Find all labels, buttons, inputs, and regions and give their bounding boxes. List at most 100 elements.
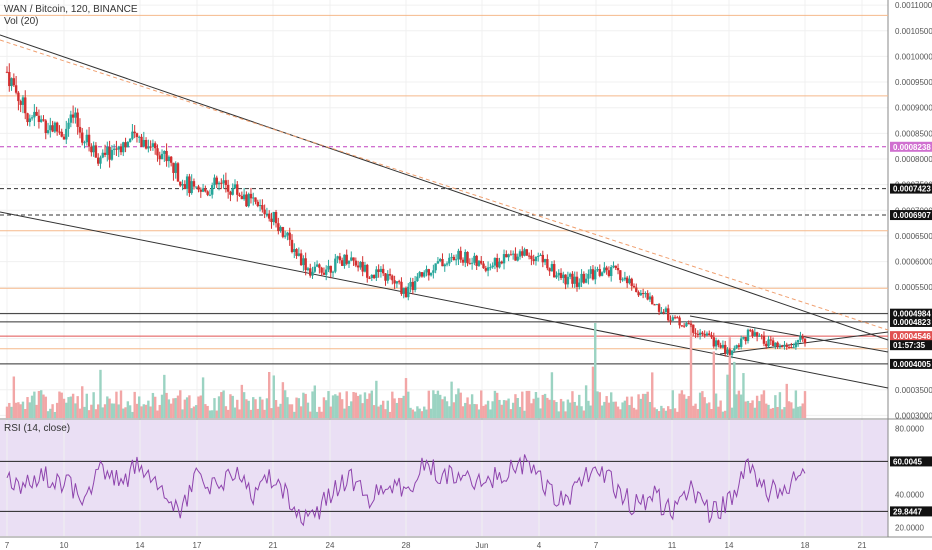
volume-bar [439,394,442,418]
volume-bar [429,408,433,418]
volume-bar [555,401,558,418]
candle-body [418,272,421,277]
volume-bar [352,391,355,418]
candle-body [336,256,339,259]
volume-bar [425,409,428,418]
price-tick-label: 0.0003500 [895,386,932,395]
volume-bar [548,399,551,418]
candle-body [395,281,399,284]
candle-body [117,146,120,150]
candle-body [516,256,519,261]
candle-body [717,340,720,346]
volume-bar [402,395,405,418]
volume-bar [803,391,807,418]
volume-bar [12,376,16,418]
volume-bar [44,396,47,418]
time-axis[interactable]: 7 10 14 17 21 24 28 Jun 4 7 11 14 18 21 [5,541,867,550]
candle-body [769,339,772,341]
volume-bar [14,402,18,418]
volume-bar [384,409,387,418]
candle-body [781,346,784,348]
volume-bar [334,394,337,418]
volume-bar [452,402,456,418]
candle-body [685,323,688,327]
volume-bar [256,408,259,418]
level-badge-label: 0.0008238 [893,143,931,152]
volume-bar [252,397,255,418]
candle-body [35,111,38,116]
volume-bar [493,390,497,418]
volume-bar [498,399,501,418]
volume-bar [108,398,111,418]
volume-bar [263,409,266,418]
volume-bar [331,395,335,418]
volume-bar [297,398,301,418]
volume-bar [345,391,348,418]
volume-bar [338,392,342,418]
candle-body [397,281,401,283]
volume-bar [787,401,791,418]
candle-body [361,261,364,272]
volume-bar [724,410,727,418]
volume-bar [418,408,421,418]
volume-bar [240,384,244,418]
volume-bar [443,396,446,418]
time-tick-label: 10 [60,541,69,550]
candle-body [587,273,590,279]
rsi-legend: RSI (14, close) [4,423,71,434]
price-tick-label: 0.0005500 [895,283,932,292]
volume-bar [721,411,725,418]
candle-body [803,338,807,344]
volume-bar [546,397,549,418]
candle-body [368,277,371,279]
candle-body [632,285,636,288]
volume-bar [309,411,312,418]
candle-body [370,274,373,279]
volume-bar [65,402,68,418]
candle-body [776,342,779,348]
volume-bar [603,401,606,418]
volume-bar [671,390,674,418]
candle-body [49,125,52,131]
candle-body [211,185,214,195]
candle-body [299,253,303,266]
volume-bar [765,403,768,418]
volume-bar [482,405,485,418]
volume-bar [667,406,670,418]
volume-bar [578,394,581,418]
rsi-pane-background [0,420,888,536]
volume-bar [281,382,285,418]
candle-body [258,205,262,207]
volume-bar [126,401,130,418]
candle-body [543,259,547,263]
level-badge-label: 0.0004984 [893,310,931,319]
volume-bar [329,406,332,418]
time-tick-label: 7 [594,541,599,550]
candle-body [256,201,259,207]
volume-bar [801,403,804,418]
candle-body [459,250,462,260]
volume-bar [575,405,579,418]
trend-line-dashed [0,39,889,331]
volume-bar [584,385,588,418]
volume-bar [475,404,478,418]
candle-body [400,281,403,294]
candle-body [714,340,718,347]
rsi-axis[interactable]: 80.0000 60.0045 40.0000 29.8447 20.0000 [890,424,932,533]
candle-body [671,317,674,321]
candle-body [158,155,161,160]
candle-body [527,255,531,257]
candle-body [416,276,419,282]
candle-body [338,256,342,261]
level-lines [0,14,888,365]
volume-bar [409,407,412,418]
candle-body [12,78,16,86]
volume-bar [400,397,403,418]
candle-body [623,277,627,280]
candle-body [169,156,173,163]
candle-body [518,251,522,257]
volume-bar [94,409,98,418]
volume-bar [477,409,481,418]
candle-body [708,333,711,336]
